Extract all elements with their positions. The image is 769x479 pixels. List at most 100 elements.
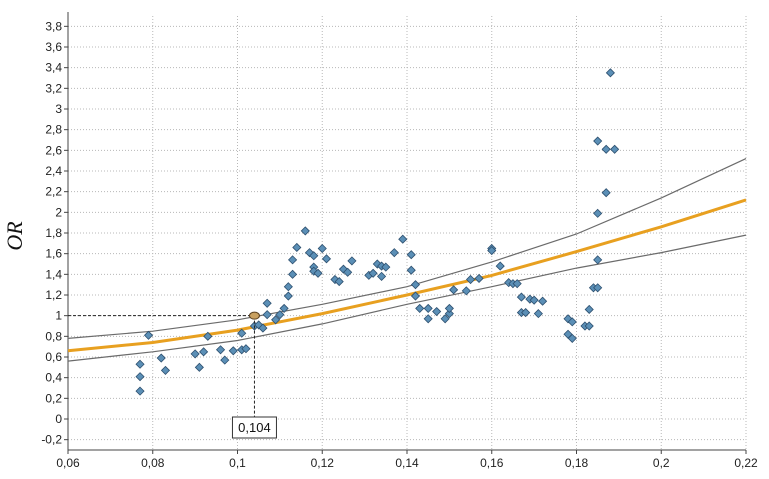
y-tick-label: 0 — [55, 412, 62, 426]
y-axis-label: OR — [2, 221, 27, 251]
data-point — [258, 323, 268, 333]
data-point — [423, 314, 433, 324]
data-point — [432, 306, 442, 317]
scatter-points — [135, 68, 620, 396]
y-tick-label: 3,8 — [45, 19, 62, 33]
data-point — [313, 268, 323, 278]
data-point — [465, 274, 476, 285]
x-tick-label: 0,2 — [653, 456, 670, 470]
data-point — [368, 268, 378, 278]
data-point — [241, 344, 251, 354]
data-point — [406, 265, 416, 275]
y-tick-label: 0,4 — [45, 371, 62, 385]
data-point — [381, 262, 391, 272]
callout-label: 0,104 — [238, 420, 271, 435]
x-tick-label: 0,14 — [395, 456, 419, 470]
grid-lines — [67, 16, 747, 450]
data-point — [610, 144, 620, 154]
data-point — [309, 251, 319, 261]
y-tick-label: 2 — [55, 205, 62, 219]
data-point — [288, 255, 298, 265]
data-point — [495, 261, 505, 271]
data-point — [474, 273, 484, 284]
data-point — [135, 359, 145, 369]
data-point — [440, 314, 450, 324]
y-tick-label: 2,4 — [45, 164, 62, 178]
data-point — [584, 304, 594, 315]
data-point — [203, 331, 213, 341]
data-point — [292, 242, 302, 253]
data-point — [593, 255, 603, 265]
data-point — [190, 349, 200, 359]
data-point — [423, 303, 433, 313]
data-point — [444, 303, 454, 313]
data-point — [321, 254, 332, 264]
x-tick-label: 0,1 — [229, 456, 246, 470]
y-tick-label: 1,6 — [45, 247, 62, 261]
data-point — [605, 68, 615, 78]
x-tick-label: 0,06 — [56, 456, 80, 470]
data-point — [449, 285, 459, 295]
data-point — [593, 283, 603, 293]
y-tick-label: 3,4 — [45, 61, 62, 75]
data-point — [334, 277, 344, 287]
data-point — [288, 269, 298, 279]
y-tick-label: 0,6 — [45, 350, 62, 364]
data-point — [410, 280, 421, 290]
data-point — [143, 330, 154, 340]
y-axis: -0,2 0 0,2 0,4 0,6 0,8 1 1,2 1,4 1,6 1,8 2 2,2 2,4 2,6… — [41, 12, 69, 450]
data-point — [199, 347, 209, 357]
data-point — [347, 256, 357, 266]
y-tick-label: 1,4 — [45, 267, 62, 281]
x-tick-label: 0,22 — [734, 456, 758, 470]
data-point — [262, 298, 272, 308]
x-tick-label: 0,16 — [480, 456, 504, 470]
y-tick-label: 2,2 — [45, 185, 62, 199]
data-point — [343, 267, 353, 277]
data-point — [601, 144, 611, 154]
data-point — [237, 328, 247, 338]
y-tick-label: -0,2 — [41, 433, 62, 447]
data-point — [533, 309, 543, 319]
callout-box — [231, 416, 277, 439]
data-point — [389, 248, 399, 258]
x-tick-label: 0,18 — [565, 456, 589, 470]
y-tick-label: 0,8 — [45, 329, 62, 343]
data-point — [410, 291, 421, 301]
fitted-curve — [67, 198, 747, 353]
data-point — [275, 310, 285, 320]
data-point — [529, 295, 539, 305]
y-tick-label: 1,2 — [45, 288, 62, 302]
data-point — [567, 317, 577, 327]
y-tick-label: 1,8 — [45, 226, 62, 240]
data-point — [228, 346, 238, 356]
x-value-callout: 0,104 — [231, 416, 277, 439]
x-axis: 0,06 0,08 0,1 0,12 0,14 0,16 0,18 0,2 0,22 — [56, 449, 758, 470]
data-point — [521, 308, 531, 318]
x-tick-label: 0,08 — [141, 456, 165, 470]
data-point — [156, 353, 166, 363]
data-point — [601, 188, 611, 198]
lower-confidence-line — [67, 234, 747, 362]
data-point — [461, 286, 471, 296]
data-point — [398, 234, 408, 244]
data-point — [584, 321, 594, 331]
data-point — [194, 362, 204, 372]
y-tick-label: 3,6 — [45, 40, 62, 54]
y-tick-label: 0,2 — [45, 391, 62, 405]
data-point — [512, 279, 522, 289]
data-point — [406, 250, 416, 260]
data-point — [415, 303, 425, 313]
data-point — [593, 136, 603, 146]
data-point — [538, 296, 548, 306]
y-tick-label: 2,6 — [45, 143, 62, 157]
data-point — [444, 309, 454, 319]
data-point — [135, 386, 145, 396]
data-point — [377, 271, 387, 281]
data-point — [283, 282, 293, 292]
data-point — [317, 243, 327, 254]
data-point — [516, 292, 526, 302]
data-point — [593, 208, 603, 218]
